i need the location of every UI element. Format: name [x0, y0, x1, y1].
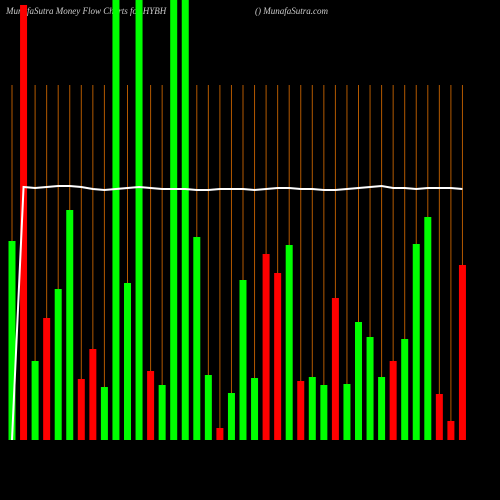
bar [158, 385, 166, 440]
bar [401, 339, 409, 440]
bar [216, 428, 224, 440]
bar [251, 378, 259, 440]
bar [355, 322, 362, 440]
bar [8, 241, 16, 440]
bar [170, 0, 178, 440]
bar [343, 384, 351, 440]
bar [204, 375, 212, 440]
money-flow-line [11, 184, 463, 441]
bar [193, 237, 201, 440]
bar [54, 289, 62, 440]
bar [262, 254, 270, 440]
bar [147, 371, 155, 440]
bar [389, 361, 397, 440]
bar [89, 349, 97, 440]
bar [135, 0, 143, 440]
chart-title: MunafaSutra Money Flow Charts for HYBH [5, 6, 167, 16]
bar [458, 265, 466, 440]
bar [412, 244, 420, 440]
bar [308, 377, 316, 440]
bar [239, 280, 247, 440]
bar [366, 337, 374, 440]
bar [424, 217, 432, 440]
bar [320, 385, 328, 440]
bar [100, 387, 108, 440]
bar [378, 377, 386, 440]
bar [181, 0, 189, 440]
bar [77, 379, 85, 440]
chart-subtitle: () MunafaSutra.com [255, 6, 328, 16]
bar [31, 361, 39, 440]
bar [274, 273, 282, 440]
bar [227, 393, 235, 440]
bar [66, 210, 74, 440]
bar [331, 298, 339, 440]
bar [435, 394, 443, 440]
bar [447, 421, 455, 440]
bar [112, 0, 120, 440]
bar [124, 283, 131, 440]
bar [285, 245, 293, 440]
bar [43, 318, 51, 440]
bar [20, 5, 28, 440]
bar [297, 381, 305, 440]
